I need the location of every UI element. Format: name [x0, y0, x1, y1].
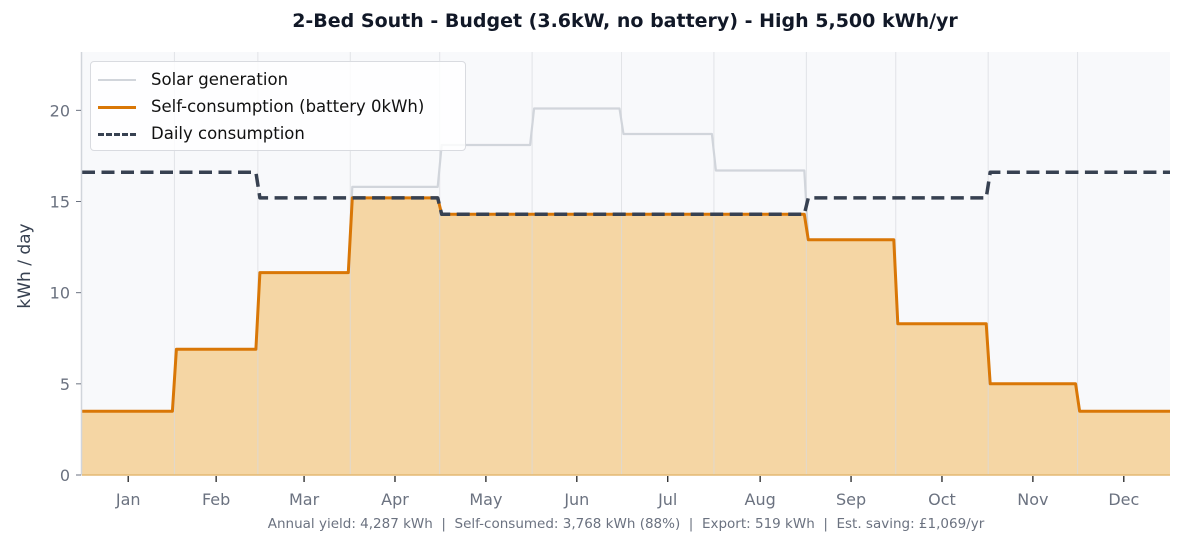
- daily-consumption-line: [82, 170, 1170, 217]
- axes: 0 5 10 15 20 Jan Feb Mar Apr May Jun Jul Aug Sep Oct No…: [50, 52, 1170, 509]
- x-tick-label-oct: Oct: [928, 490, 956, 509]
- x-tick-label-sep: Sep: [836, 490, 866, 509]
- x-tick-label-dec: Dec: [1108, 490, 1139, 509]
- series-lines: [82, 107, 1170, 413]
- x-tick-label-jun: Jun: [563, 490, 589, 509]
- legend-swatch-self-consumption: [98, 106, 136, 109]
- y-axis-label: kWh / day: [15, 223, 35, 308]
- x-tick-label-apr: Apr: [381, 490, 409, 509]
- y-tick-label: 20: [50, 101, 70, 120]
- x-tick-label-mar: Mar: [289, 490, 320, 509]
- legend-label-consumption: Daily consumption: [151, 124, 305, 143]
- x-tick-label-feb: Feb: [202, 490, 230, 509]
- x-tick-label-jan: Jan: [115, 490, 141, 509]
- legend-swatch-consumption: [98, 133, 136, 136]
- y-tick-label: 15: [50, 193, 70, 212]
- x-tick-label-may: May: [469, 490, 502, 509]
- chart-title: 2-Bed South - Budget (3.6kW, no battery)…: [292, 10, 958, 32]
- legend-label-self-consumption: Self-consumption (battery 0kWh): [151, 97, 425, 116]
- x-tick-label-jul: Jul: [657, 490, 677, 509]
- y-tick-label: 5: [60, 375, 70, 394]
- chart-legend: Solar generation Self-consumption (batte…: [90, 61, 466, 151]
- y-tick-label: 10: [50, 284, 70, 303]
- legend-label-solar: Solar generation: [151, 70, 289, 89]
- x-tick-label-nov: Nov: [1017, 490, 1048, 509]
- summary-footnote: Annual yield: 4,287 kWh | Self-consumed:…: [267, 516, 985, 532]
- x-tick-label-aug: Aug: [745, 490, 776, 509]
- y-tick-label: 0: [60, 466, 70, 485]
- legend-swatch-solar: [98, 79, 136, 81]
